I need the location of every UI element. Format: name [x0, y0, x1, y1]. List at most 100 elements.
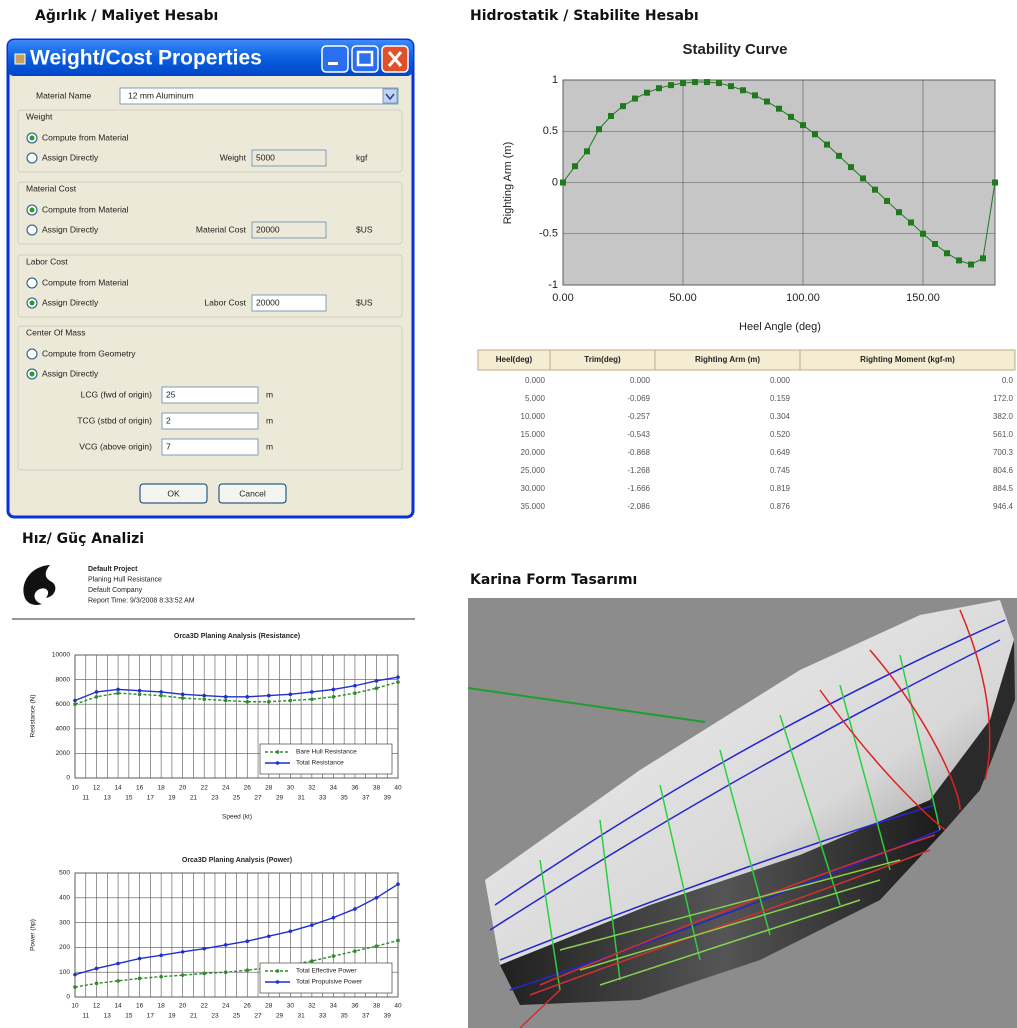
data-point [716, 80, 722, 86]
unit-label: $US [356, 224, 373, 234]
radio-button[interactable] [27, 349, 37, 359]
table-cell: 0.000 [630, 376, 651, 385]
radio-button[interactable] [27, 153, 37, 163]
x-tick-label: 22 [201, 1003, 209, 1010]
y-tick-label: 0 [66, 994, 70, 1001]
data-point [680, 80, 686, 86]
x-tick-label: 38 [373, 785, 381, 792]
field-label: TCG (stbd of origin) [77, 415, 152, 425]
y-tick-label: 400 [59, 895, 70, 902]
field-label: Weight [220, 152, 247, 162]
data-point [181, 973, 185, 977]
x-tick-label: 11 [82, 795, 89, 802]
x-axis-label: Speed (kt) [222, 814, 252, 821]
x-tick-label: 26 [244, 1003, 252, 1010]
data-point [310, 959, 314, 963]
minimize-button[interactable] [322, 46, 348, 72]
x-axis-label: Heel Angle (deg) [739, 321, 821, 333]
y-tick-label: 500 [59, 870, 70, 877]
data-point [181, 693, 185, 697]
x-tick-label: 19 [168, 795, 176, 802]
x-tick-label: 34 [330, 785, 338, 792]
unit-label: m [266, 441, 273, 451]
data-point [596, 126, 602, 132]
radio-dot [30, 372, 35, 377]
chart: 0100200300400500101112131415161718192021… [30, 857, 402, 1020]
text-input[interactable] [162, 413, 258, 429]
text-input[interactable] [162, 387, 258, 403]
logo [23, 565, 55, 605]
dialog: Weight/Cost PropertiesMaterial Name12 mm… [8, 40, 413, 517]
table-cell: 0.159 [770, 394, 791, 403]
data-point [632, 96, 638, 102]
text-input[interactable] [162, 439, 258, 455]
data-point [608, 113, 614, 119]
x-tick-label: 24 [222, 785, 230, 792]
data-point [95, 690, 99, 694]
table-cell: 20.000 [521, 448, 546, 457]
data-point [692, 79, 698, 85]
x-tick-label: 0.00 [552, 292, 573, 304]
report-line: Report Time: 9/3/2008 8:33:52 AM [88, 597, 195, 604]
table-cell: -2.086 [627, 502, 650, 511]
table-cell: 5.000 [525, 394, 546, 403]
x-tick-label: 28 [265, 785, 273, 792]
table-cell: 15.000 [521, 430, 546, 439]
y-tick-label: 0.5 [543, 125, 558, 137]
x-tick-label: 30 [287, 1003, 295, 1010]
data-point [224, 695, 228, 699]
data-point [138, 977, 142, 981]
data-point [73, 973, 77, 977]
radio-dot [30, 301, 35, 306]
table-cell: 700.3 [993, 448, 1014, 457]
legend-marker [276, 980, 280, 984]
group-title: Labor Cost [26, 256, 68, 266]
x-tick-label: 23 [211, 795, 219, 802]
table-cell: -0.257 [627, 412, 650, 421]
data-point [396, 675, 400, 679]
combo-arrow[interactable] [383, 89, 397, 103]
data-point [908, 219, 914, 225]
data-point [728, 83, 734, 89]
data-point [310, 697, 314, 701]
field-label: LCG (fwd of origin) [81, 389, 152, 399]
data-point [353, 684, 357, 688]
table-cell: 884.5 [993, 484, 1014, 493]
x-tick-label: 33 [319, 1013, 327, 1020]
radio-label: Assign Directly [42, 152, 99, 162]
y-tick-label: 1 [552, 74, 558, 86]
legend-marker [276, 750, 280, 754]
data-point [812, 131, 818, 137]
data-point [353, 691, 357, 695]
button-label: Cancel [239, 488, 266, 498]
radio-button[interactable] [27, 278, 37, 288]
x-tick-label: 20 [179, 1003, 187, 1010]
orca-logo [23, 565, 55, 605]
data-point [116, 979, 120, 983]
x-tick-label: 32 [308, 785, 316, 792]
x-tick-label: 29 [276, 1013, 284, 1020]
x-tick-label: 50.00 [669, 292, 697, 304]
title-icon [15, 54, 25, 64]
table-cell: -1.666 [627, 484, 650, 493]
x-tick-label: 28 [265, 1003, 273, 1010]
data-point [159, 975, 163, 979]
data-point [668, 82, 674, 88]
x-tick-label: 37 [362, 1013, 370, 1020]
field-label: Labor Cost [204, 297, 246, 307]
data-point [375, 679, 379, 683]
x-tick-label: 38 [373, 1003, 381, 1010]
x-tick-label: 27 [254, 1013, 262, 1020]
field-label: Material Cost [196, 224, 247, 234]
radio-button[interactable] [27, 225, 37, 235]
x-tick-label: 22 [201, 785, 209, 792]
unit-label: m [266, 415, 273, 425]
x-tick-label: 31 [297, 795, 305, 802]
data-point [740, 87, 746, 93]
table-cell: 30.000 [521, 484, 546, 493]
table-cell: 561.0 [993, 430, 1014, 439]
maximize-button[interactable] [352, 46, 378, 72]
x-tick-label: 19 [168, 1013, 176, 1020]
data-point [980, 255, 986, 261]
data-point [245, 939, 249, 943]
